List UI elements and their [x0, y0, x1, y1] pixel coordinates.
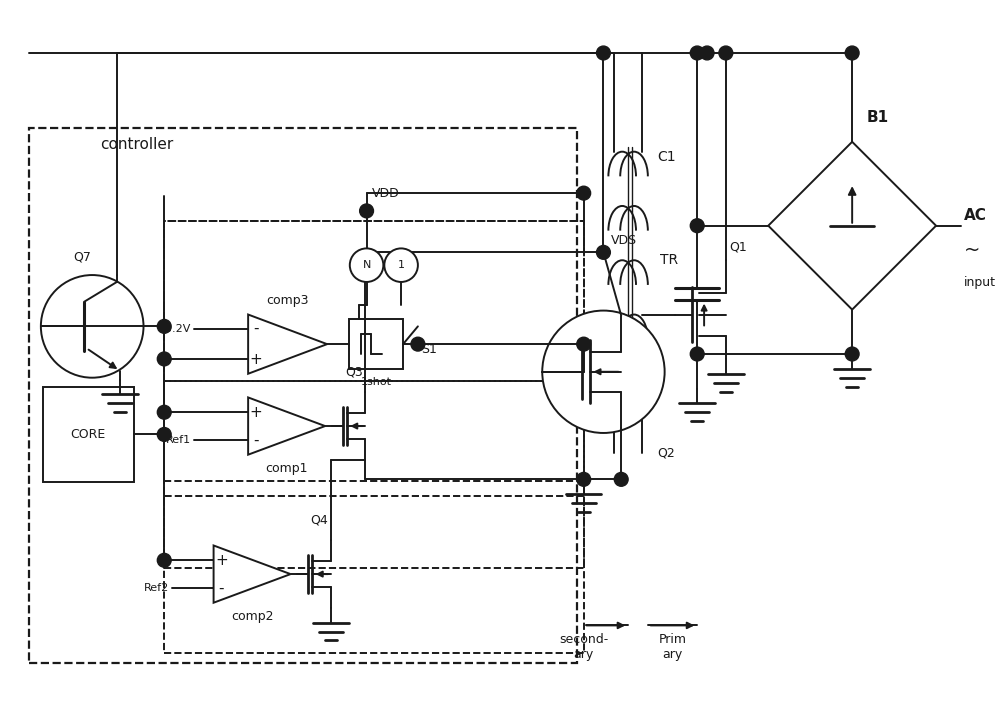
Text: controller: controller: [100, 138, 173, 152]
Text: B1: B1: [867, 110, 889, 125]
Circle shape: [700, 46, 714, 60]
Text: comp1: comp1: [265, 462, 308, 475]
Circle shape: [719, 46, 733, 60]
Circle shape: [690, 46, 704, 60]
Circle shape: [157, 320, 171, 333]
Text: ~: ~: [964, 241, 980, 260]
Circle shape: [577, 472, 591, 486]
Circle shape: [597, 245, 610, 259]
Polygon shape: [768, 142, 936, 310]
Text: CORE: CORE: [71, 428, 106, 441]
Text: 1shot: 1shot: [360, 376, 391, 386]
Circle shape: [542, 311, 665, 433]
Text: second-
ary: second- ary: [559, 633, 608, 661]
Circle shape: [845, 46, 859, 60]
Text: VDS: VDS: [611, 234, 637, 247]
Text: AC: AC: [964, 208, 987, 223]
Text: Ref2: Ref2: [144, 583, 169, 593]
Circle shape: [157, 406, 171, 419]
Text: TR: TR: [660, 253, 678, 267]
Text: VDD: VDD: [372, 186, 399, 200]
Text: Q1: Q1: [729, 241, 747, 254]
Circle shape: [577, 337, 591, 351]
Text: comp2: comp2: [231, 610, 273, 623]
Circle shape: [41, 275, 144, 378]
Text: S1: S1: [421, 342, 437, 356]
Bar: [164, 220, 584, 381]
Text: -: -: [219, 581, 224, 596]
Text: N: N: [362, 260, 371, 270]
Circle shape: [411, 337, 425, 351]
Bar: [164, 496, 584, 653]
Text: comp3: comp3: [266, 294, 309, 307]
Circle shape: [384, 248, 418, 282]
Text: C1: C1: [657, 150, 675, 164]
Circle shape: [690, 347, 704, 361]
Text: Q4: Q4: [311, 513, 328, 526]
Circle shape: [690, 219, 704, 233]
Text: Q7: Q7: [73, 251, 91, 264]
Circle shape: [157, 554, 171, 567]
Circle shape: [350, 248, 383, 282]
Bar: [164, 220, 584, 568]
Polygon shape: [248, 398, 325, 454]
Bar: [29, 128, 577, 663]
Bar: [349, 320, 403, 369]
Circle shape: [157, 352, 171, 366]
Text: -: -: [253, 321, 259, 336]
Text: 1: 1: [398, 260, 405, 270]
Circle shape: [157, 428, 171, 442]
Text: Q3: Q3: [345, 365, 363, 379]
Polygon shape: [248, 315, 327, 374]
Text: Q2: Q2: [658, 446, 675, 459]
Text: Ref1: Ref1: [166, 435, 191, 445]
Text: input: input: [964, 277, 996, 289]
Bar: [164, 381, 584, 481]
Polygon shape: [214, 545, 291, 603]
Text: +: +: [250, 405, 262, 420]
Circle shape: [845, 347, 859, 361]
Text: Prim
ary: Prim ary: [659, 633, 687, 661]
Circle shape: [360, 204, 373, 218]
Text: -: -: [253, 432, 259, 447]
Bar: [43, 386, 134, 482]
Circle shape: [614, 472, 628, 486]
Text: -0.2V: -0.2V: [162, 324, 191, 335]
Text: +: +: [250, 352, 262, 367]
Circle shape: [577, 186, 591, 200]
Text: +: +: [215, 553, 228, 568]
Circle shape: [597, 46, 610, 60]
